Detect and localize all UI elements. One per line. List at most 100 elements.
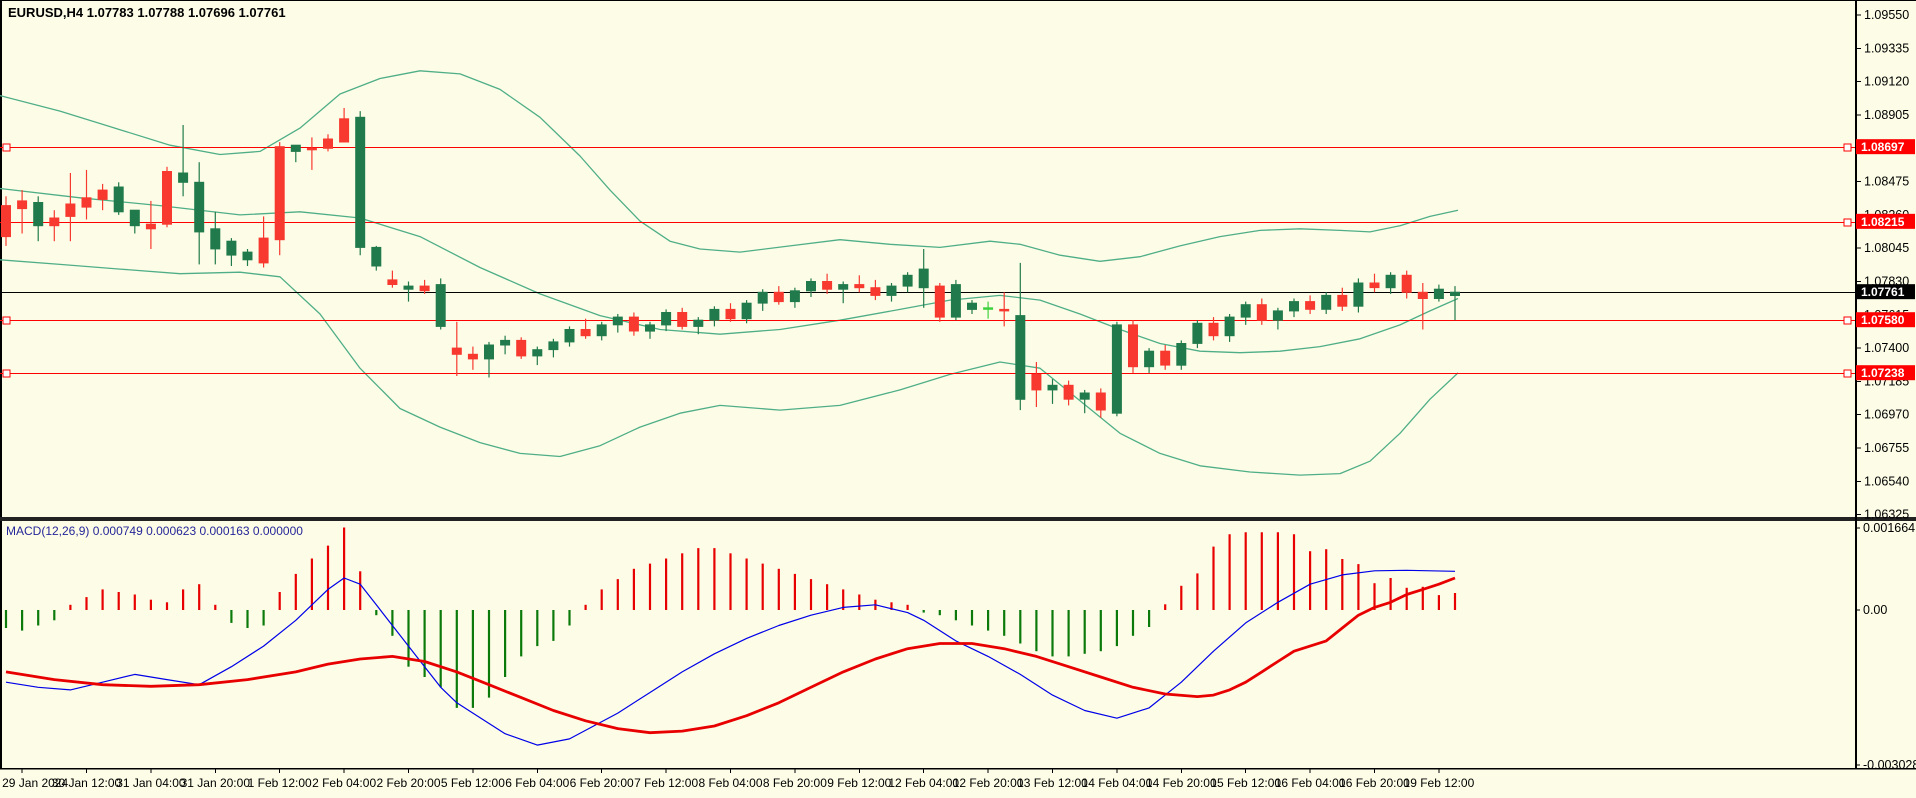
candle-body <box>580 329 591 337</box>
candle-body <box>1305 301 1316 310</box>
candle-body <box>870 287 881 296</box>
level-price-tag-1.08697: 1.08697 <box>1861 140 1905 154</box>
time-tick-label: 14 Feb 20:00 <box>1146 776 1217 790</box>
time-tick-label: 12 Feb 04:00 <box>888 776 959 790</box>
candle-body <box>49 217 60 227</box>
candle-body <box>1079 392 1090 400</box>
candle-body <box>886 285 897 296</box>
price-axis-divider <box>1855 0 1857 768</box>
time-tick-label: 13 Feb 12:00 <box>1017 776 1088 790</box>
candle-body <box>1192 322 1203 344</box>
candle-body <box>757 291 768 304</box>
candle-body <box>323 138 333 149</box>
macd-values: 0.000749 0.000623 0.000163 0.000000 <box>92 524 303 538</box>
candle-body <box>355 116 366 248</box>
candle-body <box>371 246 382 267</box>
candle-body <box>1256 304 1267 321</box>
candle-body <box>1160 350 1171 366</box>
candle-body <box>1289 301 1299 312</box>
candle-body <box>1337 294 1348 307</box>
level-right-handle-1.08215[interactable] <box>1843 218 1852 227</box>
time-axis-divider <box>0 768 1916 770</box>
candle-body <box>934 285 945 318</box>
candle-body <box>709 308 720 321</box>
candle-body <box>500 339 511 346</box>
symbol-period-label: EURUSD,H4 <box>8 5 84 20</box>
time-tick-label: 12 Feb 20:00 <box>953 776 1024 790</box>
window-left-border <box>0 0 2 768</box>
candle-body <box>516 339 527 357</box>
time-tick-label: 16 Feb 20:00 <box>1339 776 1410 790</box>
candle-body <box>387 279 398 285</box>
candle-body <box>81 197 92 208</box>
bollinger-upper-band <box>0 70 1459 262</box>
bid-price-tag-box <box>1856 284 1915 300</box>
time-tick-label: 30 Jan 12:00 <box>52 776 122 790</box>
price-tick-label: 1.06755 <box>1864 441 1909 455</box>
time-tick-label: 31 Jan 20:00 <box>181 776 251 790</box>
candle-body <box>628 316 639 332</box>
price-tick-label: 1.08475 <box>1864 175 1909 189</box>
candle-body <box>741 302 752 320</box>
candle-body <box>65 203 76 217</box>
time-tick-label: 5 Feb 12:00 <box>441 776 505 790</box>
candle-body <box>950 284 961 318</box>
candle-body <box>1433 288 1444 300</box>
candle-body <box>1031 373 1042 391</box>
candle-body <box>1047 384 1058 391</box>
chart-title: EURUSD,H4 1.07783 1.07788 1.07696 1.0776… <box>8 5 286 20</box>
macd-line <box>5 569 1456 746</box>
candle-body <box>33 202 44 227</box>
candle-body <box>17 200 28 210</box>
price-tick-label: 1.06540 <box>1864 474 1909 488</box>
candle-body <box>773 291 784 303</box>
time-tick-label: 1 Feb 12:00 <box>248 776 312 790</box>
candle-body <box>403 285 414 290</box>
level-left-handle-1.08697[interactable] <box>2 143 11 152</box>
candle-body <box>822 281 833 290</box>
level-right-handle-1.07238[interactable] <box>1843 369 1852 378</box>
candle-body <box>725 308 736 320</box>
candle-body <box>1176 343 1187 366</box>
candle-body <box>451 347 462 355</box>
candle-body <box>339 118 350 143</box>
candle-body <box>1144 350 1155 368</box>
candle-body <box>484 344 494 360</box>
candle-body <box>693 319 704 327</box>
candle-body <box>564 329 575 343</box>
candle-body <box>1111 324 1122 414</box>
macd-indicator-label: MACD(12,26,9) 0.000749 0.000623 0.000163… <box>6 524 303 538</box>
level-right-handle-1.07580[interactable] <box>1843 316 1852 325</box>
level-left-handle-1.07238[interactable] <box>2 369 11 378</box>
candle-body <box>194 181 205 233</box>
price-tick-label: 1.09120 <box>1864 75 1909 89</box>
macd-name: MACD(12,26,9) <box>6 524 90 538</box>
candle-body <box>532 349 543 357</box>
candle-body <box>1128 324 1138 368</box>
price-tick-label: 1.08045 <box>1864 241 1909 255</box>
candle-body <box>258 237 269 264</box>
candle-body <box>983 307 994 310</box>
candle-body <box>967 302 977 310</box>
time-tick-label: 14 Feb 04:00 <box>1082 776 1153 790</box>
candle-body <box>1353 282 1364 307</box>
price-tick-label: 1.06970 <box>1864 408 1909 422</box>
macd-axis-label: 0.00 <box>1863 603 1887 617</box>
candle-body <box>612 316 623 326</box>
macd-axis-label: 0.001664 <box>1863 521 1915 535</box>
candle-body <box>1224 316 1235 337</box>
time-tick-label: 16 Feb 04:00 <box>1275 776 1346 790</box>
level-left-handle-1.07580[interactable] <box>2 316 11 325</box>
level-right-handle-1.08697[interactable] <box>1843 143 1852 152</box>
time-tick-label: 19 Feb 12:00 <box>1404 776 1475 790</box>
bid-price-tag: 1.07761 <box>1861 285 1905 299</box>
candle-body <box>290 144 301 152</box>
candle-body <box>1417 291 1428 299</box>
candle-body <box>178 172 189 183</box>
level-price-tag-1.07580-box <box>1856 312 1915 328</box>
candle-body <box>210 228 221 250</box>
pane-separator[interactable] <box>0 517 1916 521</box>
